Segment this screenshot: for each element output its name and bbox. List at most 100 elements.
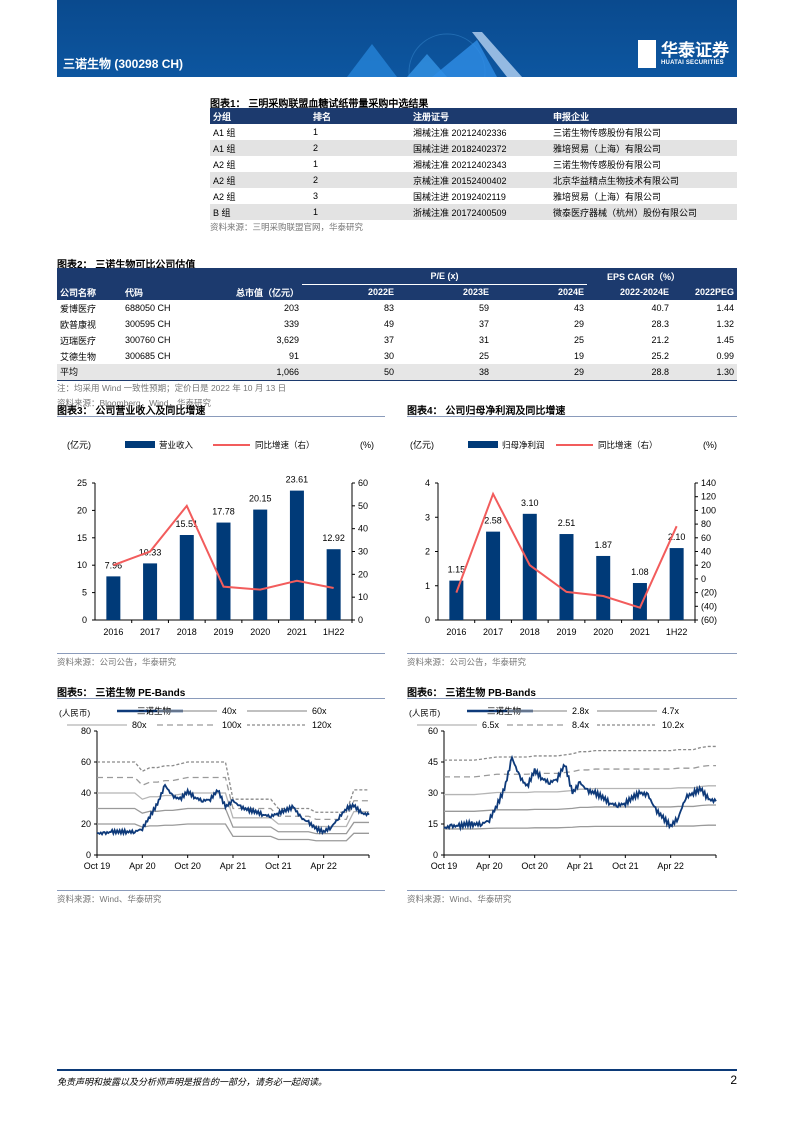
table1-cell: 2	[310, 140, 410, 156]
bar-value-label: 15.51	[176, 519, 199, 529]
legend-band-label: 2.8x	[572, 706, 590, 716]
y-tick-label: 4	[425, 478, 430, 488]
y-tick-label: 30	[428, 788, 438, 798]
legend-band-label: 40x	[222, 706, 237, 716]
band-line-2.8x	[444, 824, 716, 830]
x-tick-label: 1H22	[666, 627, 688, 637]
bar-value-label: 20.15	[249, 494, 272, 504]
bar	[216, 522, 231, 620]
y2-tick-label: 50	[358, 501, 368, 511]
legend-bar-label: 归母净利润	[502, 440, 545, 450]
table2-cell: 83	[383, 303, 394, 313]
table2-row: 艾德生物 300685 CH 91 30 25 19 25.2 0.99	[57, 348, 737, 364]
band-line-6.5x	[444, 785, 716, 796]
table1-cell: 3	[313, 191, 319, 201]
table1-cell: 湘械注准 20212402336	[413, 127, 507, 138]
bar-value-label: 3.10	[521, 498, 539, 508]
net-profit-chart: 图表4： 公司归母净利润及同比增速 资料来源：公司公告，华泰研究 (亿元) (%) 归母…	[407, 402, 737, 667]
table2-average-row: 平均 1,066 50 38 29 28.8 1.30	[57, 364, 737, 381]
table1-cell: A1 组	[210, 140, 310, 156]
y2-tick-label: 140	[701, 478, 716, 488]
source-rule	[57, 890, 385, 891]
table2-cell: 37	[383, 335, 394, 345]
legend-bar-label: 营业收入	[159, 440, 194, 450]
table1-cell: 湘械注准 20212402343	[413, 159, 507, 170]
y-tick-label: 15	[77, 533, 87, 543]
bar	[669, 548, 684, 620]
source-rule	[407, 653, 737, 654]
table2-cell: 49	[383, 319, 394, 329]
y-axis-unit: (亿元)	[410, 439, 434, 450]
table2: P/E (x) EPS CAGR（%） 公司名称 代码 总市值（亿元） 2022E 202…	[57, 268, 737, 381]
y2-tick-label: 40	[358, 524, 368, 534]
x-tick-label: Apr 21	[220, 861, 247, 871]
x-tick-label: Oct 21	[265, 861, 292, 871]
bar	[326, 549, 341, 620]
table2-cell: 21.2	[651, 335, 669, 345]
table1-cell: 三诺生物传感股份有限公司	[553, 159, 662, 170]
table2-header-cell: 公司名称	[57, 284, 122, 300]
x-tick-label: Oct 21	[612, 861, 639, 871]
price-line	[443, 754, 717, 832]
chart-svg: (人民币) 三诺生物 2.8x 4.7x 6.5x 8.4x 10.2x 0 15 30 45 60 O…	[409, 706, 717, 871]
pb-bands-chart: 图表6： 三诺生物 PB-Bands 资料来源：Wind、华泰研究 (人民币) 三诺生…	[407, 684, 737, 904]
table2-cell: 1.32	[716, 319, 734, 329]
y-tick-label: 20	[81, 819, 91, 829]
bar-value-label: 1.15	[448, 565, 466, 575]
table2-cell: 300595 CH	[125, 319, 171, 329]
table2-cell: 339	[283, 319, 299, 329]
table2-header-cell: 总市值（亿元）	[197, 284, 302, 300]
legend-band-label: 6.5x	[482, 720, 500, 730]
table1-cell: 雅培贸易（上海）有限公司	[550, 140, 737, 156]
huatai-logo: 华泰证券 HUATAI SECURITIES	[638, 40, 729, 68]
table2-cell: 29	[573, 319, 584, 329]
table2-cell: 0.99	[716, 351, 734, 361]
banner-decoration-graphic	[347, 32, 522, 77]
table2-cell: 19	[573, 351, 584, 361]
y2-tick-label: (60)	[701, 615, 717, 625]
table2-cell: 1.45	[716, 335, 734, 345]
bar	[559, 534, 574, 620]
chart-svg: (亿元) (%) 营业收入 同比增速（右） 0 5 10 15 20 25 0 10 20 30 40 50 6…	[67, 439, 374, 637]
bar-value-label: 1.87	[594, 540, 612, 550]
bar-value-label: 1.08	[631, 567, 649, 577]
y2-tick-label: 60	[358, 478, 368, 488]
chart-title: 图表3： 公司营业收入及同比增速	[57, 406, 206, 417]
table2-cell: 40.7	[651, 303, 669, 313]
legend-bar-swatch	[125, 441, 155, 448]
title-rule	[57, 698, 385, 699]
y2-tick-label: (20)	[701, 588, 717, 598]
y-axis-unit: (人民币)	[409, 708, 440, 718]
x-tick-label: 2020	[593, 627, 613, 637]
x-tick-label: Apr 22	[310, 861, 337, 871]
table1-cell: 1	[313, 159, 319, 169]
y-tick-label: 5	[82, 588, 87, 598]
y2-tick-label: 100	[701, 505, 716, 515]
table2-cell: 43	[573, 303, 584, 313]
table2-cell: 25.2	[651, 351, 669, 361]
bar-value-label: 12.92	[322, 533, 345, 543]
table1-header-cell: 申报企业	[550, 108, 737, 124]
table1-cell: 1	[313, 127, 319, 137]
table2-header-cell: 2023E	[397, 284, 492, 300]
chart-title: 图表6： 三诺生物 PB-Bands	[407, 688, 536, 699]
bar	[253, 509, 268, 620]
table2-avg-cell: 平均	[57, 364, 122, 381]
table2-cell: 欧普康视	[60, 319, 97, 330]
source-rule	[407, 890, 737, 891]
bar-value-label: 2.10	[668, 532, 686, 542]
table2-avg-cell: 1.30	[672, 364, 737, 381]
price-line	[96, 783, 370, 837]
band-line-100x	[97, 776, 369, 820]
stock-name-code: 三诺生物 (300298 CH)	[63, 57, 184, 71]
bar	[179, 535, 194, 620]
table2-header-cell: 2022-2024E	[587, 284, 672, 300]
y-axis-unit: (亿元)	[67, 439, 91, 450]
page-number: 2	[730, 1073, 737, 1087]
bar-value-label: 2.51	[558, 518, 576, 528]
table1-cell: A2 组	[210, 172, 310, 188]
bar	[449, 580, 464, 620]
table2-avg-cell: 50	[302, 364, 397, 381]
table2-header-cell: 2022E	[302, 284, 397, 300]
x-tick-label: 2019	[556, 627, 576, 637]
